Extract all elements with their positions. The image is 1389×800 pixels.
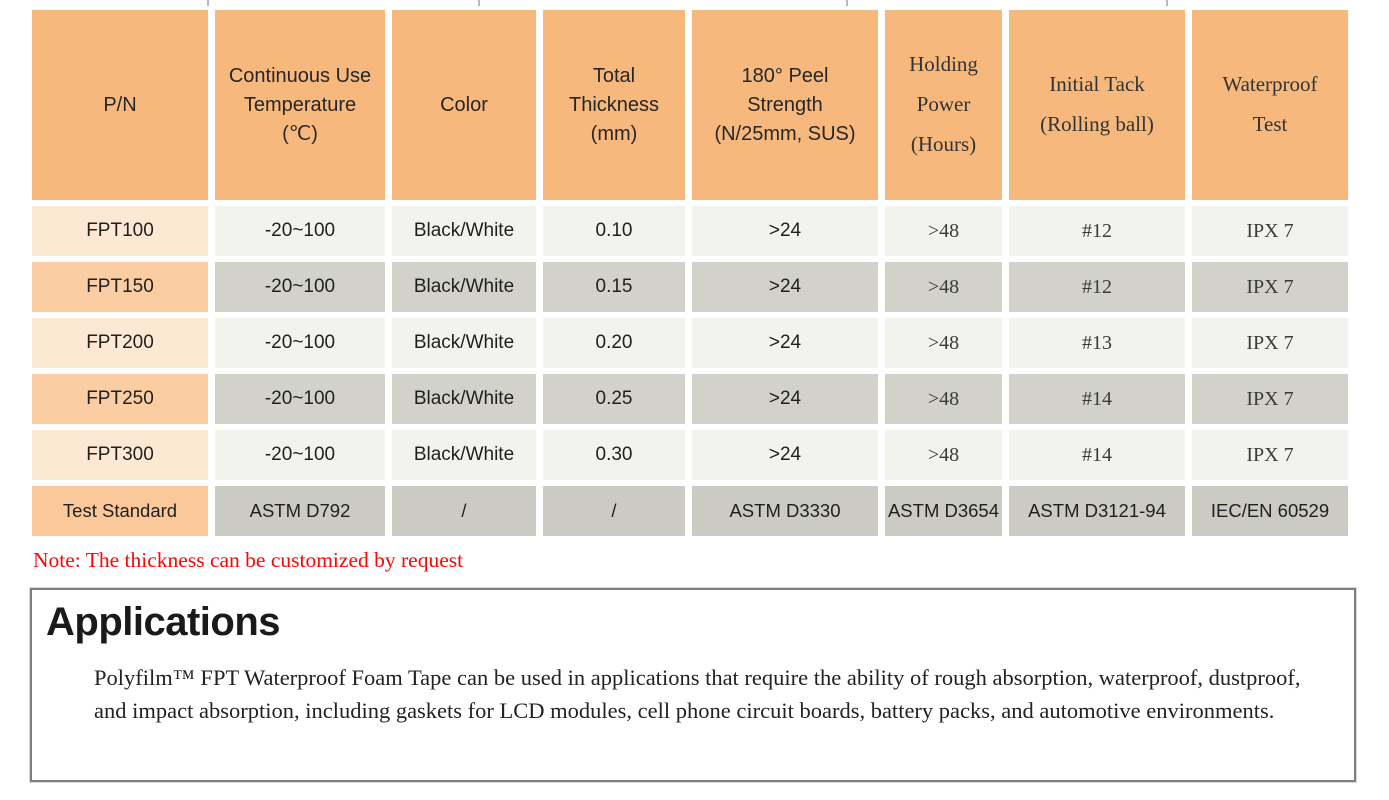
cell-color: Black/White <box>392 374 536 424</box>
applications-description: Polyfilm™ FPT Waterproof Foam Tape can b… <box>94 665 1301 724</box>
row-fpt100: FPT100 -20~100 Black/White 0.10 >24 >48 … <box>32 206 1348 256</box>
header-total-thickness: Total Thickness (mm) <box>543 10 685 200</box>
cell-peel: >24 <box>692 430 878 480</box>
cell-waterproof: IPX 7 <box>1192 318 1348 368</box>
cell-thickness: / <box>543 486 685 536</box>
cell-tack: #13 <box>1009 318 1185 368</box>
cell-holding: >48 <box>885 374 1002 424</box>
cell-temperature: -20~100 <box>215 262 385 312</box>
cell-thickness: 0.15 <box>543 262 685 312</box>
cell-thickness: 0.20 <box>543 318 685 368</box>
cell-holding: ASTM D3654 <box>885 486 1002 536</box>
row-fpt200: FPT200 -20~100 Black/White 0.20 >24 >48 … <box>32 318 1348 368</box>
header-continuous-use-temperature: Continuous Use Temperature (℃) <box>215 10 385 200</box>
cell-thickness: 0.30 <box>543 430 685 480</box>
cell-color: Black/White <box>392 262 536 312</box>
header-peel-strength: 180° Peel Strength (N/25mm, SUS) <box>692 10 878 200</box>
cell-peel: >24 <box>692 318 878 368</box>
header-color: Color <box>392 10 536 200</box>
cell-pn: Test Standard <box>32 486 208 536</box>
cell-pn: FPT300 <box>32 430 208 480</box>
header-pn: P/N <box>32 10 208 200</box>
cell-peel: >24 <box>692 262 878 312</box>
tick-mark <box>846 0 848 6</box>
header-waterproof-test: Waterproof Test <box>1192 10 1348 200</box>
cell-waterproof: IEC/EN 60529 <box>1192 486 1348 536</box>
tick-mark <box>478 0 480 6</box>
cell-waterproof: IPX 7 <box>1192 374 1348 424</box>
cell-thickness: 0.25 <box>543 374 685 424</box>
cell-pn: FPT100 <box>32 206 208 256</box>
cell-pn: FPT250 <box>32 374 208 424</box>
header-row: P/N Continuous Use Temperature (℃) Color… <box>32 10 1348 200</box>
cell-holding: >48 <box>885 430 1002 480</box>
cell-color: Black/White <box>392 206 536 256</box>
cell-holding: >48 <box>885 318 1002 368</box>
cell-tack: #14 <box>1009 374 1185 424</box>
header-holding-power: Holding Power (Hours) <box>885 10 1002 200</box>
cell-holding: >48 <box>885 262 1002 312</box>
cell-thickness: 0.10 <box>543 206 685 256</box>
cell-holding: >48 <box>885 206 1002 256</box>
cell-waterproof: IPX 7 <box>1192 206 1348 256</box>
header-initial-tack: Initial Tack (Rolling ball) <box>1009 10 1185 200</box>
cell-tack: #12 <box>1009 262 1185 312</box>
cell-color: Black/White <box>392 430 536 480</box>
tick-mark <box>1166 0 1168 6</box>
cell-temperature: -20~100 <box>215 374 385 424</box>
cell-peel: >24 <box>692 206 878 256</box>
cell-temperature: ASTM D792 <box>215 486 385 536</box>
cell-temperature: -20~100 <box>215 318 385 368</box>
row-fpt250: FPT250 -20~100 Black/White 0.25 >24 >48 … <box>32 374 1348 424</box>
cell-pn: FPT150 <box>32 262 208 312</box>
cell-temperature: -20~100 <box>215 430 385 480</box>
tick-mark <box>207 0 209 6</box>
cell-waterproof: IPX 7 <box>1192 262 1348 312</box>
row-fpt300: FPT300 -20~100 Black/White 0.30 >24 >48 … <box>32 430 1348 480</box>
applications-section: Applications Polyfilm™ FPT Waterproof Fo… <box>30 588 1356 782</box>
cell-tack: #14 <box>1009 430 1185 480</box>
spec-table: P/N Continuous Use Temperature (℃) Color… <box>25 4 1355 542</box>
cell-temperature: -20~100 <box>215 206 385 256</box>
row-test-standard: Test Standard ASTM D792 / / ASTM D3330 A… <box>32 486 1348 536</box>
cell-peel: >24 <box>692 374 878 424</box>
cell-tack: ASTM D3121-94 <box>1009 486 1185 536</box>
cell-color: / <box>392 486 536 536</box>
applications-title: Applications <box>46 600 281 644</box>
customization-note: Note: The thickness can be customized by… <box>33 548 464 572</box>
row-fpt150: FPT150 -20~100 Black/White 0.15 >24 >48 … <box>32 262 1348 312</box>
cell-peel: ASTM D3330 <box>692 486 878 536</box>
cell-color: Black/White <box>392 318 536 368</box>
cell-tack: #12 <box>1009 206 1185 256</box>
cell-waterproof: IPX 7 <box>1192 430 1348 480</box>
cell-pn: FPT200 <box>32 318 208 368</box>
